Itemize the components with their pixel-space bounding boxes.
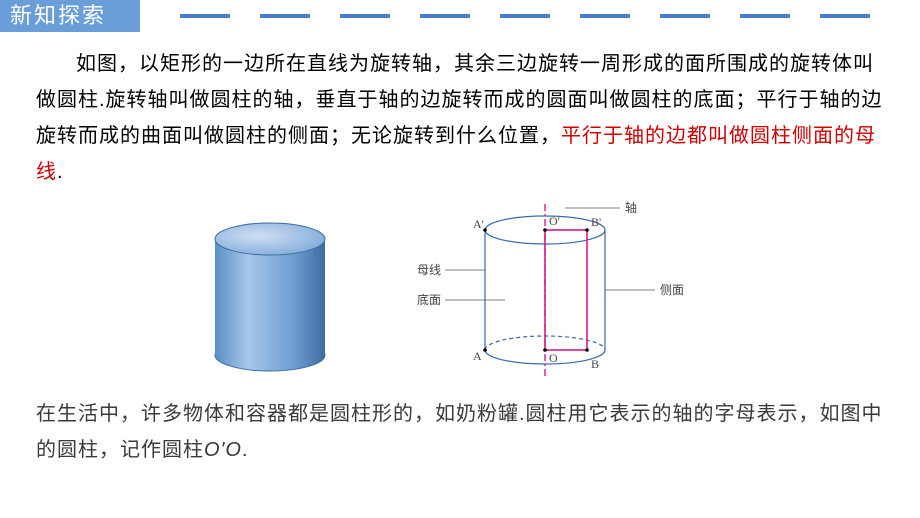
- bottom-axis-name: O'O: [204, 439, 242, 461]
- label-Op: O': [549, 214, 560, 228]
- label-B: B: [591, 357, 599, 371]
- bottom-t1: 在生活中，许多物体和容器都是圆柱形的，如奶粉罐.圆柱用它表示的轴的字母表示，如图…: [36, 403, 883, 461]
- label-O: O: [549, 351, 558, 365]
- label-axis: 轴: [625, 200, 637, 215]
- label-Ap: A': [473, 217, 484, 231]
- label-A: A: [473, 349, 482, 363]
- bottom-t2: .: [242, 439, 249, 461]
- label-Bp: B': [591, 215, 601, 229]
- label-di: 底面: [417, 292, 441, 307]
- header-title: 新知探索: [0, 0, 140, 32]
- right-cylinder-diagram: A' O' B' A O B 轴 母线 底面 侧面: [415, 200, 715, 390]
- label-ce: 侧面: [660, 283, 684, 297]
- figure-row: A' O' B' A O B 轴 母线 底面 侧面: [0, 200, 920, 390]
- left-cylinder-figure: [205, 215, 335, 375]
- header-bar: 新知探索: [0, 0, 920, 32]
- para-tail: .: [57, 161, 64, 183]
- label-mu: 母线: [417, 263, 441, 277]
- main-paragraph: 如图，以矩形的一边所在直线为旋转轴，其余三边旋转一周形成的面所围成的旋转体叫做圆…: [0, 32, 920, 190]
- header-dashes: [180, 0, 920, 32]
- bottom-paragraph: 在生活中，许多物体和容器都是圆柱形的，如奶粉罐.圆柱用它表示的轴的字母表示，如图…: [0, 396, 920, 468]
